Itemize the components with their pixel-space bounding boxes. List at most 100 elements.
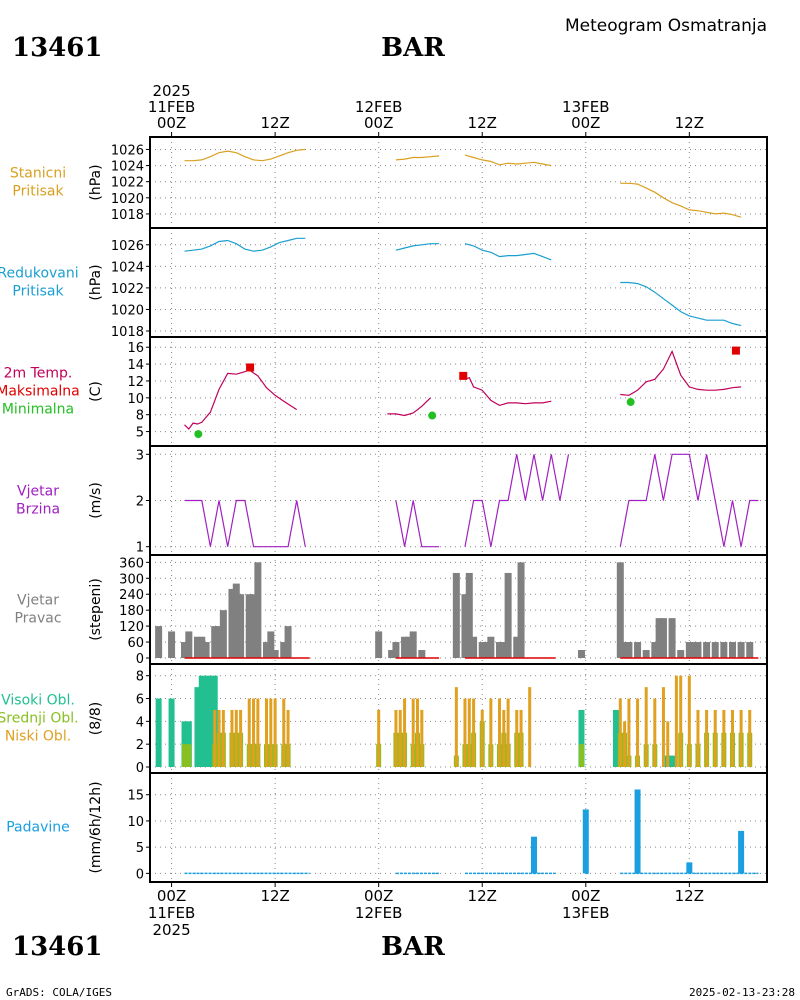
bar [198, 636, 206, 658]
cloud-bar [155, 698, 162, 767]
cloud-bar [612, 709, 619, 767]
series-line [184, 369, 298, 430]
tmin-marker [194, 430, 203, 439]
bar [577, 650, 585, 658]
top-tick-label: 11FEB [148, 98, 195, 116]
y-tick-label: 1026 [111, 143, 144, 158]
bar [181, 642, 189, 658]
y-tick-label: 180 [119, 604, 144, 619]
bar [228, 588, 236, 658]
bar [513, 636, 521, 658]
y-axis-unit: (hPa) [88, 264, 104, 300]
y-tick-label: 14 [127, 358, 144, 373]
cloud-bar [194, 687, 201, 767]
cloud-bar [687, 675, 691, 767]
cloud-bar [282, 698, 286, 767]
y-tick-label: 2 [136, 738, 144, 753]
bar [267, 631, 275, 658]
cloud-bar [653, 698, 657, 767]
bar [495, 642, 503, 658]
series-line [184, 499, 306, 548]
bar [418, 650, 426, 658]
bar [621, 642, 629, 658]
cloud-bar [398, 709, 402, 767]
cloud-bar [722, 709, 726, 767]
bar [659, 618, 667, 658]
bottom-tick-label: 11FEB [148, 904, 195, 922]
panel-label: Pravac [14, 611, 61, 627]
bar [531, 836, 538, 874]
panel-frame [149, 772, 768, 883]
bar [625, 642, 633, 658]
plot-area [184, 453, 759, 548]
panel-label: Minimalna [2, 402, 74, 418]
y-tick-label: 10 [127, 392, 144, 407]
bar [668, 618, 676, 658]
bar [483, 642, 491, 658]
bar [409, 631, 417, 658]
cloud-bar [730, 709, 734, 767]
top-tick-label: 2025 [152, 82, 190, 100]
cloud-bar [666, 721, 670, 767]
series-line [464, 243, 552, 261]
bar [746, 642, 754, 658]
cloud-bar [213, 709, 217, 767]
y-tick-label: 300 [119, 572, 144, 587]
bar [703, 642, 711, 658]
panel-label: Visoki Obl. [1, 693, 75, 709]
bottom-tick-label: 00Z [157, 887, 186, 905]
station-name-bottom: BAR [381, 932, 445, 962]
bar [262, 642, 270, 658]
series-line [464, 454, 570, 547]
footer-credit: GrADS: COLA/IGES [6, 986, 112, 999]
tmax-marker [246, 363, 255, 372]
bar [634, 642, 642, 658]
cloud-bar [480, 709, 484, 767]
series-line [395, 155, 440, 161]
bar [271, 650, 279, 658]
cloud-bar [497, 698, 501, 767]
bar [690, 642, 698, 658]
cloud-bar [472, 698, 476, 767]
panel-label: Vjetar [17, 593, 59, 609]
y-tick-label: 1018 [111, 325, 144, 340]
cloud-bar [705, 709, 709, 767]
cloud-bar [239, 709, 243, 767]
y-tick-label: 1022 [111, 282, 144, 297]
cloud-bar [748, 709, 752, 767]
cloud-bar [528, 687, 532, 767]
panel-oblacnost: 0 2 4 6 8 (8/8) Visoki Obl. Srednji Obl. Niski O… [0, 663, 768, 776]
bar [237, 594, 245, 658]
cloud-bar [467, 698, 471, 767]
panel-label: Maksimalna [0, 384, 80, 400]
bar [737, 642, 745, 658]
cloud-bar [230, 709, 234, 767]
cloud-bar [463, 698, 467, 767]
y-axis-unit: (stepeni) [88, 578, 104, 641]
panel-label: Redukovani [0, 266, 79, 282]
panel-label: Niski Obl. [5, 729, 71, 745]
cloud-bar [182, 744, 188, 767]
bar [720, 642, 728, 658]
plot-area [184, 148, 742, 218]
bar [280, 642, 288, 658]
cloud-bar [217, 709, 221, 767]
cloud-bar [203, 675, 210, 767]
y-tick-label: 6 [136, 693, 144, 708]
cloud-bar [273, 698, 277, 767]
top-tick-label: 00Z [571, 114, 600, 132]
panel-frame [149, 227, 768, 338]
cloud-bar [411, 698, 415, 767]
panel-padavine: 0 5 10 15 (mm/6h/12h) Padavine [6, 772, 768, 883]
bar [392, 642, 400, 658]
bar [250, 594, 258, 658]
cloud-bar [674, 675, 678, 767]
bar [461, 594, 469, 658]
panel-label: Brzina [16, 502, 60, 518]
top-tick-label: 12Z [468, 114, 497, 132]
y-tick-label: 5 [136, 841, 144, 856]
